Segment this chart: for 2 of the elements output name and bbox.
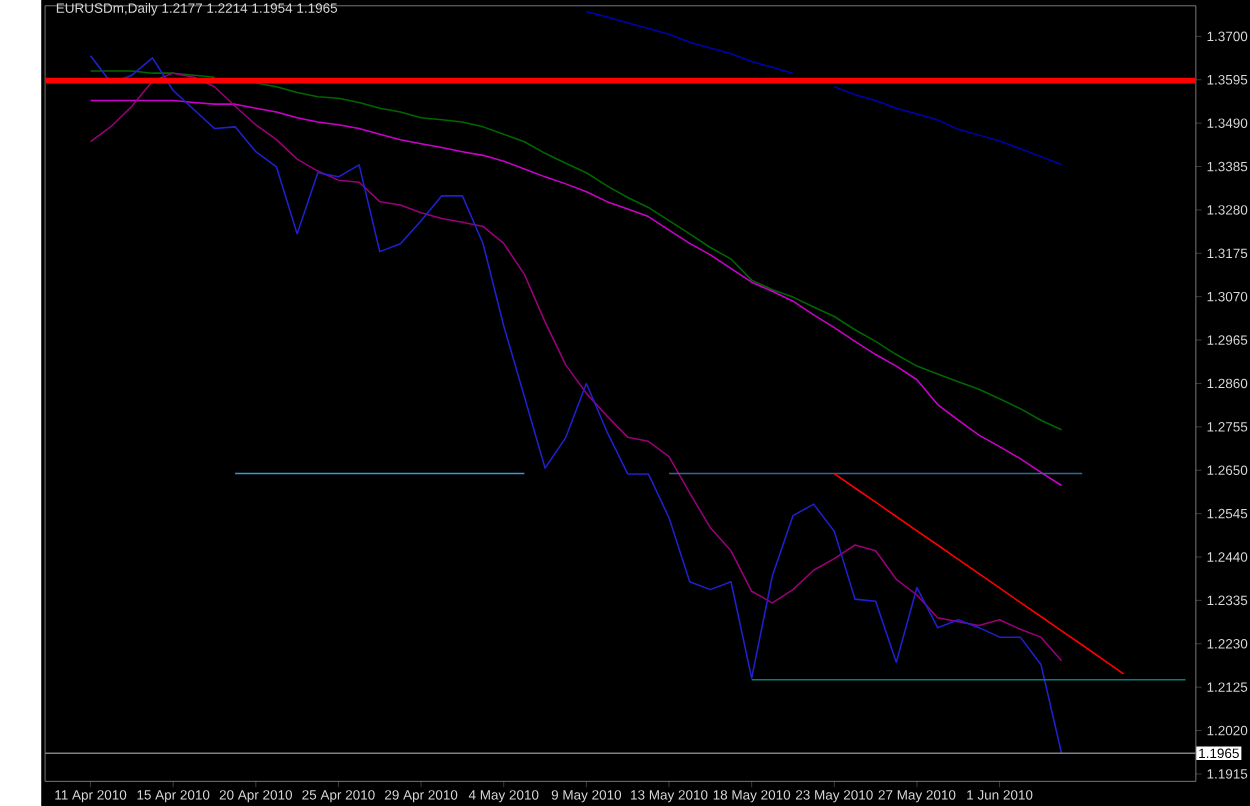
line-series <box>89 72 1063 662</box>
line-series <box>89 54 1063 754</box>
